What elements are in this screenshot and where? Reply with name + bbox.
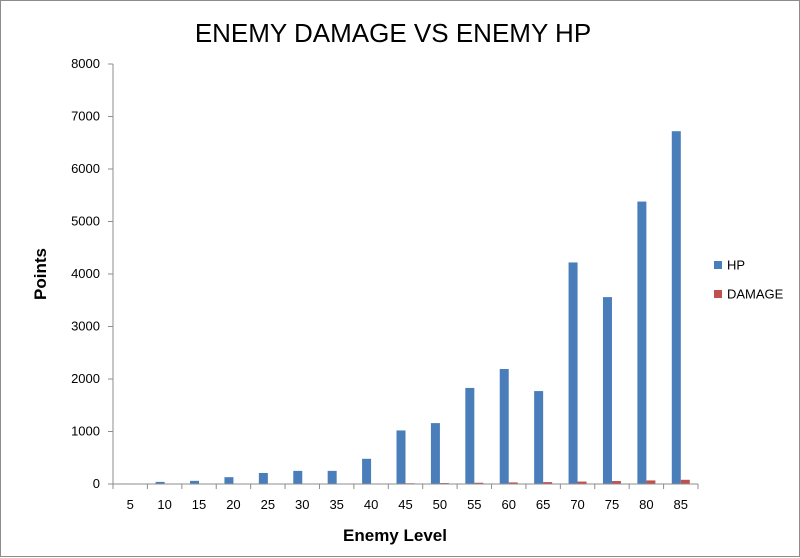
x-tick-label: 10 xyxy=(157,497,171,512)
x-tick-label: 30 xyxy=(295,497,309,512)
x-axis-title: Enemy Level xyxy=(343,526,447,545)
x-tick-label: 15 xyxy=(192,497,206,512)
x-tick-label: 55 xyxy=(467,497,481,512)
bar-hp xyxy=(328,471,337,484)
x-tick-label: 75 xyxy=(605,497,619,512)
bar-hp xyxy=(465,388,474,484)
legend-label-hp: HP xyxy=(727,258,745,273)
y-tick-label: 7000 xyxy=(71,109,100,124)
bar-hp xyxy=(534,391,543,484)
x-tick-label: 65 xyxy=(536,497,550,512)
bars xyxy=(121,131,690,484)
x-tick-label: 25 xyxy=(261,497,275,512)
y-tick-label: 5000 xyxy=(71,214,100,229)
bar-hp xyxy=(397,430,406,484)
bar-hp xyxy=(569,262,578,484)
y-tick-label: 4000 xyxy=(71,266,100,281)
bar-hp xyxy=(672,131,681,484)
bar-hp xyxy=(259,473,268,484)
y-tick-label: 0 xyxy=(93,476,100,491)
x-tick-label: 60 xyxy=(502,497,516,512)
x-tick-label: 70 xyxy=(570,497,584,512)
legend-swatch-damage xyxy=(714,290,722,298)
x-tick-label: 85 xyxy=(674,497,688,512)
bar-hp xyxy=(500,369,509,484)
x-tick-label: 80 xyxy=(639,497,653,512)
y-tick-label: 1000 xyxy=(71,424,100,439)
legend-swatch-hp xyxy=(714,261,722,269)
bar-hp xyxy=(293,471,302,484)
bar-damage xyxy=(681,480,690,484)
bar-hp xyxy=(362,459,371,484)
legend: HP DAMAGE xyxy=(714,258,784,302)
y-tick-label: 2000 xyxy=(71,371,100,386)
bar-hp xyxy=(224,477,233,484)
y-tick-label: 3000 xyxy=(71,319,100,334)
y-tick-label: 8000 xyxy=(71,56,100,71)
x-axis-ticks: 5 10 15 20 25 30 35 40 45 50 55 60 65 70 75 80 85 xyxy=(113,484,698,512)
bar-hp xyxy=(431,423,440,484)
x-tick-label: 45 xyxy=(398,497,412,512)
x-tick-label: 35 xyxy=(329,497,343,512)
chart-title: ENEMY DAMAGE VS ENEMY HP xyxy=(195,18,591,48)
y-axis-title: Points xyxy=(31,248,50,300)
x-tick-label: 20 xyxy=(226,497,240,512)
y-tick-label: 6000 xyxy=(71,161,100,176)
x-tick-label: 5 xyxy=(127,497,134,512)
x-tick-label: 40 xyxy=(364,497,378,512)
bar-hp xyxy=(603,297,612,484)
bar-hp xyxy=(637,202,646,484)
x-tick-label: 50 xyxy=(433,497,447,512)
legend-label-damage: DAMAGE xyxy=(727,287,784,302)
y-axis-ticks: 0 1000 2000 3000 4000 5000 6000 7000 8000 xyxy=(71,56,113,491)
bar-damage xyxy=(646,480,655,484)
